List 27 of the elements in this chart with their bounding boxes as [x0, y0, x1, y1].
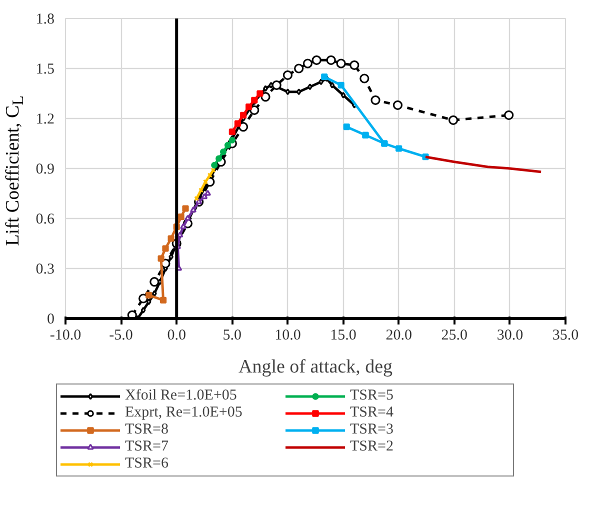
legend-label: TSR=4 — [350, 404, 394, 422]
legend-label: Xfoil Re=1.0E+05 — [125, 388, 238, 404]
x-tick-label: -10.0 — [50, 328, 82, 344]
legend-label: TSR=2 — [350, 438, 394, 456]
y-tick-label: 1.2 — [36, 112, 54, 128]
legend-label: TSR=7 — [125, 438, 170, 456]
x-tick-label: 20.0 — [386, 328, 412, 344]
x-tick-label: -5.0 — [109, 328, 133, 344]
x-axis-title: Angle of attack, deg — [238, 356, 394, 378]
legend-label: TSR=6 — [125, 456, 170, 472]
x-tick-label: 25.0 — [441, 328, 468, 344]
y-tick-label: 0.6 — [36, 212, 55, 228]
legend-label: TSR=3 — [350, 422, 394, 438]
x-tick-label: 5.0 — [222, 328, 242, 344]
y-tick-label: 1.8 — [36, 12, 54, 28]
y-tick-label: 0.9 — [36, 162, 54, 178]
x-tick-label: 0.0 — [167, 328, 186, 344]
legend-label: TSR=5 — [350, 388, 394, 404]
y-tick-label: 0 — [47, 312, 54, 328]
x-tick-label: 15.0 — [330, 328, 356, 344]
y-tick-label: 1.5 — [36, 62, 54, 78]
y-tick-label: 0.3 — [36, 262, 54, 278]
legend-label: Exprt, Re=1.0E+05 — [125, 404, 244, 422]
legend-label: TSR=8 — [125, 422, 170, 438]
x-tick-label: 10.0 — [274, 328, 301, 344]
x-tick-label: 35.0 — [552, 328, 579, 344]
x-tick-label: 30.0 — [496, 328, 524, 344]
